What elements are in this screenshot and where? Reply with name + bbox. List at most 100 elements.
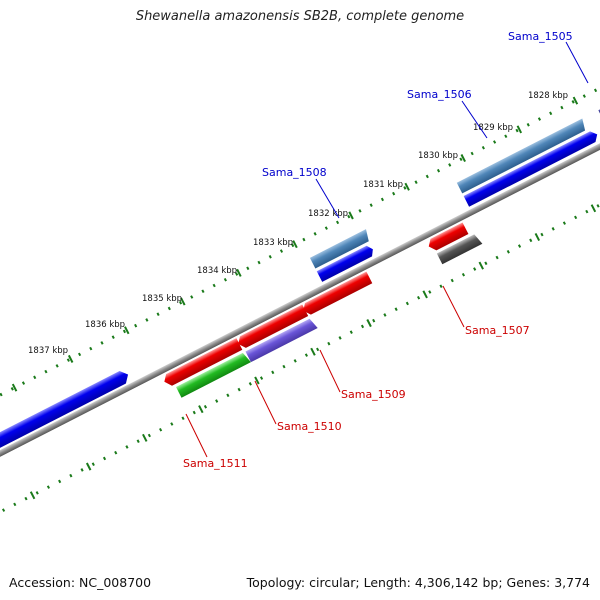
leader-line-sama-1506: [461, 100, 488, 139]
gene-arrow-sama-1510-reverse[interactable]: [236, 304, 309, 350]
ruler-minor-tick: [259, 376, 264, 380]
ruler-minor-tick: [293, 359, 297, 363]
ruler-minor-tick: [517, 244, 522, 248]
ruler-major-tick: [516, 125, 523, 134]
ruler-minor-tick: [349, 330, 353, 334]
ruler-minor-tick: [21, 381, 26, 385]
ruler-minor-tick: [405, 301, 409, 306]
ruler-minor-tick: [313, 232, 317, 236]
ruler-minor-tick: [1, 508, 6, 512]
feature-bar-sama-1506[interactable]: [456, 118, 588, 194]
ruler-minor-tick: [506, 250, 510, 254]
ruler-major-tick: [254, 376, 260, 385]
gene-arrow-sama-1511-reverse[interactable]: [162, 338, 243, 388]
ruler-minor-tick: [102, 456, 107, 461]
ruler-minor-tick: [302, 237, 306, 242]
feature-bar-sama-1511[interactable]: [176, 351, 251, 398]
ruler-major-tick: [85, 462, 92, 471]
genome-summary-text: Topology: circular; Length: 4,306,142 bp…: [246, 575, 590, 590]
ruler-minor-tick: [122, 329, 127, 334]
ruler-minor-tick: [35, 491, 39, 495]
ruler-minor-tick: [327, 341, 331, 346]
gene-arrow-sama-1509-reverse[interactable]: [300, 271, 373, 317]
feature-bar-sama-1510[interactable]: [245, 317, 318, 363]
ruler-minor-tick: [181, 416, 185, 421]
ruler-minor-tick: [593, 88, 598, 93]
ruler-minor-tick: [439, 284, 443, 289]
ruler-minor-tick: [380, 197, 384, 202]
ruler-minor-tick: [549, 111, 553, 116]
ruler-label: 1837 kbp: [28, 346, 68, 356]
ruler-minor-tick: [358, 209, 362, 213]
ruler-major-tick: [460, 154, 466, 163]
ruler-labels: 1828 kbp 1829 kbp 1830 kbp 1831 kbp 1832 kbp…: [28, 91, 568, 356]
ruler-minor-tick: [125, 445, 129, 449]
ruler-label: 1829 kbp: [473, 123, 513, 133]
ruler-minor-tick: [428, 290, 432, 294]
ruler-label: 1834 kbp: [197, 266, 237, 276]
gene-label-sama-1507[interactable]: Sama_1507: [465, 324, 530, 337]
gene-label-sama-1510[interactable]: Sama_1510: [277, 420, 342, 433]
ruler-minor-tick: [347, 214, 351, 219]
ruler-minor-tick: [89, 346, 93, 351]
gene-label-sama-1505[interactable]: Sama_1505: [508, 30, 573, 43]
ruler-minor-tick: [156, 312, 160, 316]
ruler-label: 1836 kbp: [85, 320, 125, 330]
ruler-minor-tick: [537, 117, 542, 121]
ruler-minor-tick: [190, 295, 194, 299]
ruler-minor-tick: [383, 313, 387, 317]
ruler-minor-tick: [33, 375, 37, 380]
map-title: Shewanella amazonensis SB2B, complete ge…: [135, 9, 465, 24]
feature-track-lower: [176, 233, 483, 398]
leader-line-sama-1510: [254, 380, 277, 425]
ruler-major-tick: [292, 240, 298, 249]
gene-label-sama-1506[interactable]: Sama_1506: [407, 88, 472, 101]
gene-label-sama-1511[interactable]: Sama_1511: [183, 457, 248, 470]
ruler-major-tick: [348, 211, 354, 220]
ruler-minor-tick: [360, 324, 365, 329]
ruler-minor-tick: [46, 485, 51, 489]
label-leader-lines: [185, 41, 589, 458]
gene-label-sama-1508[interactable]: Sama_1508: [262, 166, 327, 179]
ruler-minor-tick: [212, 283, 216, 288]
ruler-major-tick: [29, 491, 36, 500]
feature-bar-sama-1507[interactable]: [436, 233, 483, 265]
ruler-label: 1831 kbp: [363, 180, 403, 190]
ruler-major-tick: [478, 261, 484, 270]
ruler-major-tick: [236, 268, 242, 277]
ruler-minor-tick: [515, 128, 519, 133]
gene-arrow-sama-1512-forward[interactable]: [0, 368, 131, 460]
ruler-major-tick: [124, 326, 130, 335]
gene-labels: Sama_1505 Sama_1506 Sama_1508 Sama_1507 …: [183, 30, 573, 470]
gene-arrow-sama-1507-reverse[interactable]: [426, 222, 469, 252]
inner-ruler-minor-ticks: [1, 204, 600, 512]
ruler-minor-tick: [271, 370, 275, 375]
ruler-minor-tick: [473, 267, 477, 271]
leader-line-sama-1507: [442, 285, 465, 328]
gene-label-sama-1509[interactable]: Sama_1509: [341, 388, 406, 401]
gene-arrow-sama-1508-forward[interactable]: [316, 244, 376, 282]
gene-arrow-sama-1506-forward[interactable]: [463, 129, 600, 207]
ruler-minor-tick: [596, 204, 600, 208]
ruler-major-tick: [572, 96, 579, 105]
ruler-minor-tick: [248, 382, 252, 386]
ruler-minor-tick: [147, 433, 151, 438]
ruler-minor-tick: [268, 255, 272, 259]
ruler-minor-tick: [414, 180, 418, 184]
ruler-minor-tick: [335, 220, 340, 225]
ruler-minor-tick: [481, 145, 485, 150]
leader-line-sama-1508: [315, 178, 340, 219]
ruler-major-tick: [366, 319, 372, 328]
ruler-minor-tick: [91, 462, 95, 466]
ruler-minor-tick: [369, 203, 373, 207]
ruler-label: 1833 kbp: [253, 238, 293, 248]
ruler-minor-tick: [237, 387, 241, 392]
leader-line-sama-1509: [319, 349, 341, 393]
ruler-major-tick: [590, 204, 597, 213]
ruler-label: 1832 kbp: [308, 209, 348, 219]
ruler-minor-tick: [394, 307, 398, 312]
feature-bar-sama-1508[interactable]: [309, 229, 372, 269]
ruler-minor-tick: [69, 473, 73, 478]
ruler-minor-tick: [257, 260, 261, 265]
